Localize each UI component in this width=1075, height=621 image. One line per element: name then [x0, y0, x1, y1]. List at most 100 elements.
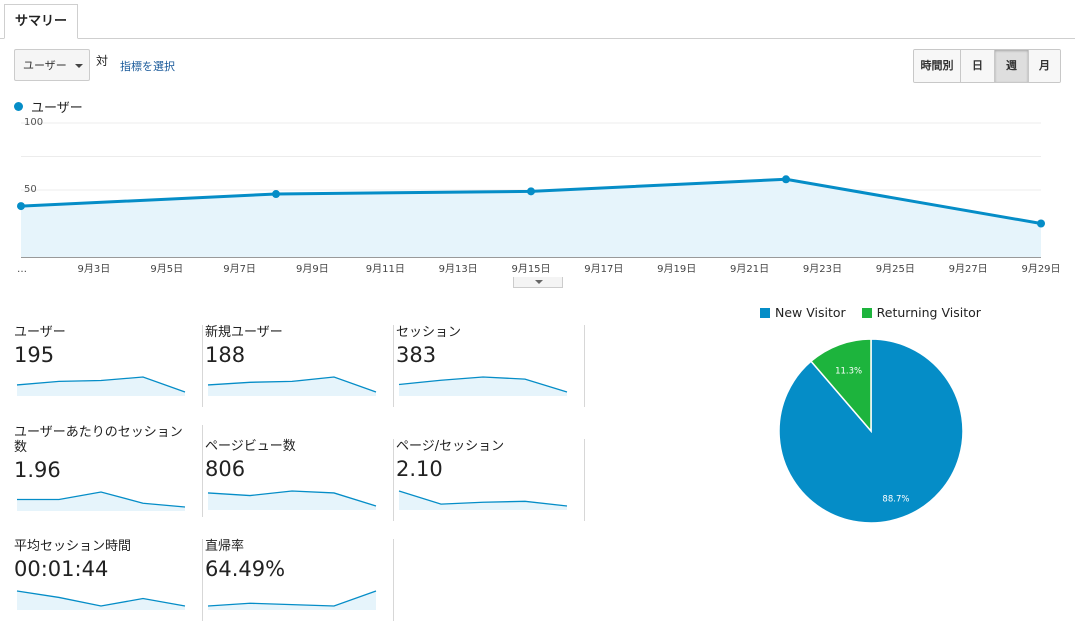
- pie-chart: 88.7% 11.3%: [778, 338, 964, 524]
- x-tick-label: 9月23日: [803, 263, 842, 275]
- sparkline-area: [17, 377, 185, 396]
- metric-sparkline: [207, 590, 377, 610]
- metric-value: 188: [205, 343, 246, 367]
- chevron-down-icon: [535, 280, 543, 284]
- metric-divider: [584, 325, 585, 407]
- sparkline-area: [17, 492, 185, 511]
- metric-pages-per-session[interactable]: ページ/セッション 2.10: [396, 439, 585, 521]
- tab-summary[interactable]: サマリー: [4, 4, 79, 39]
- metric-label: ページ/セッション: [396, 439, 505, 454]
- pie-slice-label: 88.7%: [882, 494, 909, 504]
- sparkline-line: [207, 590, 377, 607]
- metric-value: 195: [14, 343, 55, 367]
- sparkline-area: [399, 491, 567, 510]
- y-tick-label: 100: [24, 118, 43, 128]
- metric-divider: [202, 539, 203, 621]
- x-tick-label: …: [17, 264, 27, 275]
- granularity-hourly-button[interactable]: 時間別: [914, 50, 961, 82]
- new-visitor-swatch: [760, 307, 770, 318]
- granularity-week-button[interactable]: 週: [995, 50, 1029, 82]
- x-tick-label: 9月9日: [296, 263, 329, 275]
- metric-label: ユーザー: [14, 325, 66, 340]
- sparkline-line: [398, 490, 568, 507]
- chart-legend: ユーザー: [14, 97, 83, 116]
- x-tick-label: 9月13日: [439, 263, 478, 275]
- metric-sparkline: [398, 376, 568, 396]
- metric-value: 2.10: [396, 457, 443, 481]
- sparkline-area: [208, 377, 376, 396]
- metric-sparkline: [398, 490, 568, 510]
- x-tick-label: 9月21日: [730, 263, 769, 275]
- metric-divider: [202, 325, 203, 407]
- metric-new-users[interactable]: 新規ユーザー 188: [205, 325, 394, 407]
- x-tick-label: 9月25日: [876, 263, 915, 275]
- pie-legend-new: New Visitor: [775, 305, 846, 320]
- metric-value: 806: [205, 457, 246, 481]
- metric-divider: [584, 439, 585, 521]
- pie-legend: New Visitor Returning Visitor: [760, 305, 981, 320]
- metric-value: 64.49%: [205, 557, 286, 581]
- data-point[interactable]: [782, 175, 790, 184]
- metric-sparkline: [207, 376, 377, 396]
- sparkline-line: [16, 376, 186, 393]
- metric-sparkline: [16, 376, 186, 396]
- metric-divider: [393, 439, 394, 521]
- y-tick-label: 50: [24, 184, 37, 195]
- x-tick-label: 9月27日: [949, 263, 988, 275]
- metric-label: 平均セッション時間: [14, 539, 132, 554]
- metric-label: セッション: [396, 325, 462, 340]
- metric-bounce-rate[interactable]: 直帰率 64.49%: [205, 539, 394, 621]
- metric-value: 383: [396, 343, 437, 367]
- metric-users[interactable]: ユーザー 195: [14, 325, 203, 407]
- sparkline-area: [17, 591, 185, 610]
- pie-slice-new-visitor[interactable]: [778, 338, 964, 524]
- pie-slice-label: 11.3%: [835, 367, 862, 377]
- data-point[interactable]: [527, 187, 535, 196]
- metric-sparkline: [16, 590, 186, 610]
- collapse-chart-toggle[interactable]: [513, 277, 563, 288]
- metric-sparkline: [207, 490, 377, 510]
- sparkline-line: [16, 590, 186, 607]
- metric-sessions-per-user[interactable]: ユーザーあたりのセッション数 1.96: [14, 425, 203, 517]
- x-tick-label: 9月15日: [511, 263, 550, 275]
- metric-label: ユーザーあたりのセッション数: [14, 425, 183, 455]
- metric-sparkline: [17, 491, 186, 511]
- x-tick-label: 9月19日: [657, 263, 696, 275]
- series-dot-icon: [14, 102, 23, 111]
- sparkline-line: [207, 490, 377, 507]
- granularity-day-button[interactable]: 日: [961, 50, 995, 82]
- sparkline-line: [398, 376, 568, 393]
- x-tick-label: 9月17日: [584, 263, 623, 275]
- granularity-toggle: 時間別 日 週 月: [913, 49, 1061, 83]
- line-chart: 100 50 … 9月3日 9月5日 9月7日 9月9日 9月11日 9月13日 9月15日 9月1…: [17, 118, 1061, 275]
- data-point[interactable]: [1037, 219, 1045, 228]
- data-point[interactable]: [17, 202, 25, 211]
- metric-label: 直帰率: [205, 539, 245, 554]
- select-metric-link[interactable]: 指標を選択: [120, 60, 175, 73]
- legend-series-label: ユーザー: [31, 101, 83, 116]
- pie-slice-returning-visitor[interactable]: [809, 338, 872, 434]
- metric-select[interactable]: ユーザー: [14, 49, 90, 81]
- metric-pageviews[interactable]: ページビュー数 806: [205, 439, 394, 521]
- metric-label: 新規ユーザー: [205, 325, 283, 340]
- sparkline-area: [208, 591, 376, 610]
- sparkline-line: [17, 491, 186, 508]
- sparkline-area: [208, 491, 376, 510]
- x-tick-label: 9月29日: [1021, 263, 1060, 275]
- x-tick-label: 9月7日: [223, 263, 256, 275]
- metric-avg-session-duration[interactable]: 平均セッション時間 00:01:44: [14, 539, 203, 621]
- series-area: [21, 179, 1041, 257]
- sparkline-line: [207, 376, 377, 393]
- data-point[interactable]: [272, 190, 280, 199]
- metric-divider: [202, 425, 203, 517]
- x-tick-label: 9月5日: [150, 263, 183, 275]
- granularity-month-button[interactable]: 月: [1029, 50, 1060, 82]
- metric-sessions[interactable]: セッション 383: [396, 325, 585, 407]
- metric-value: 00:01:44: [14, 557, 109, 581]
- sparkline-area: [399, 377, 567, 396]
- vs-label: 対: [96, 54, 109, 68]
- metric-divider: [393, 325, 394, 407]
- x-tick-label: 9月3日: [77, 263, 110, 275]
- returning-visitor-swatch: [861, 307, 872, 318]
- metric-divider: [393, 539, 394, 621]
